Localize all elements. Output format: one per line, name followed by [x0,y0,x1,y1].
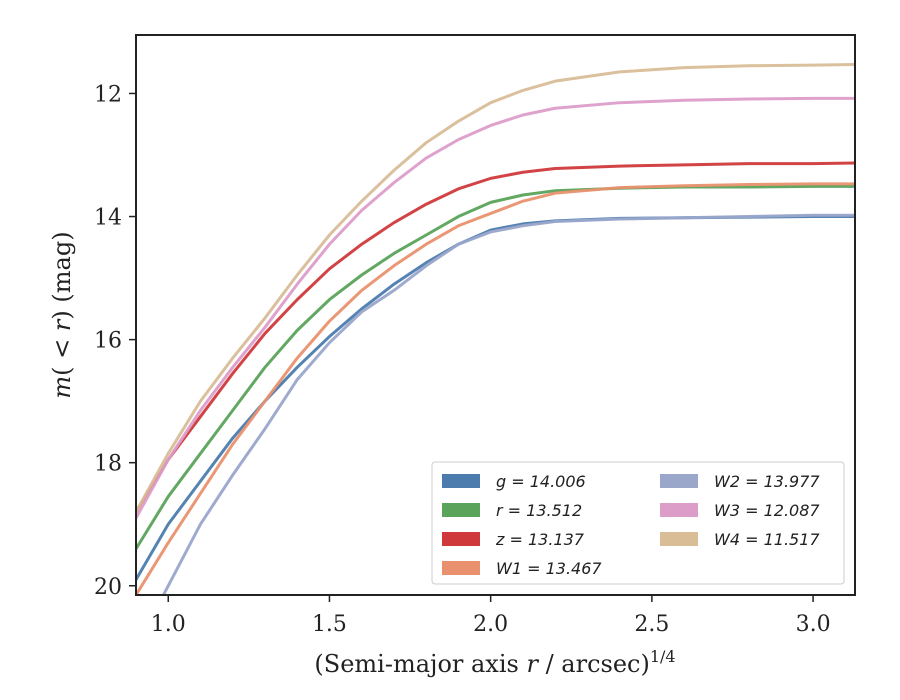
y-tick-label: 20 [94,575,122,600]
series-line-6 [136,63,855,514]
legend-swatch [660,474,698,488]
legend-box [431,461,845,585]
legend-swatch [660,532,698,546]
x-tick-label: 1.0 [151,612,186,637]
y-axis: 12 14 16 18 20 [94,82,136,600]
x-tick-label: 1.5 [312,612,347,637]
legend-swatch [660,503,698,517]
legend-label: z = 13.137 [495,530,585,549]
series-line-2 [136,161,855,514]
legend-label: W4 = 11.517 [714,530,820,549]
legend-swatch [442,532,480,546]
y-tick-label: 14 [94,206,122,231]
plot-area [135,34,856,596]
x-tick-label: 2.5 [634,612,669,637]
legend-label: g = 14.006 [496,472,586,491]
y-tick-label: 16 [94,329,122,354]
series-line-5 [136,96,855,520]
legend: g = 14.006 r = 13.512 z = 13.137 W1 = 13.46… [431,461,845,585]
legend-label: W1 = 13.467 [496,559,602,578]
x-tick-label: 2.0 [473,612,508,637]
series-line-4 [161,213,855,595]
legend-label: W3 = 12.087 [714,501,820,520]
y-tick-label: 12 [94,82,122,107]
legend-swatch [442,474,480,488]
series-line-3 [136,182,855,595]
x-tick-label: 3.0 [796,612,831,637]
legend-swatch [442,503,480,517]
legend-label: r = 13.512 [496,501,582,520]
y-tick-label: 18 [94,452,122,477]
x-axis: 1.0 1.5 2.0 2.5 3.0 [151,595,831,637]
x-axis-title: (Semi-major axis r / arcsec)1/4 [314,647,675,678]
plot-frame [135,34,856,596]
legend-label: W2 = 13.977 [714,472,820,491]
y-axis-title: m( < r) (mag) [48,231,76,398]
legend-swatch [442,561,480,575]
